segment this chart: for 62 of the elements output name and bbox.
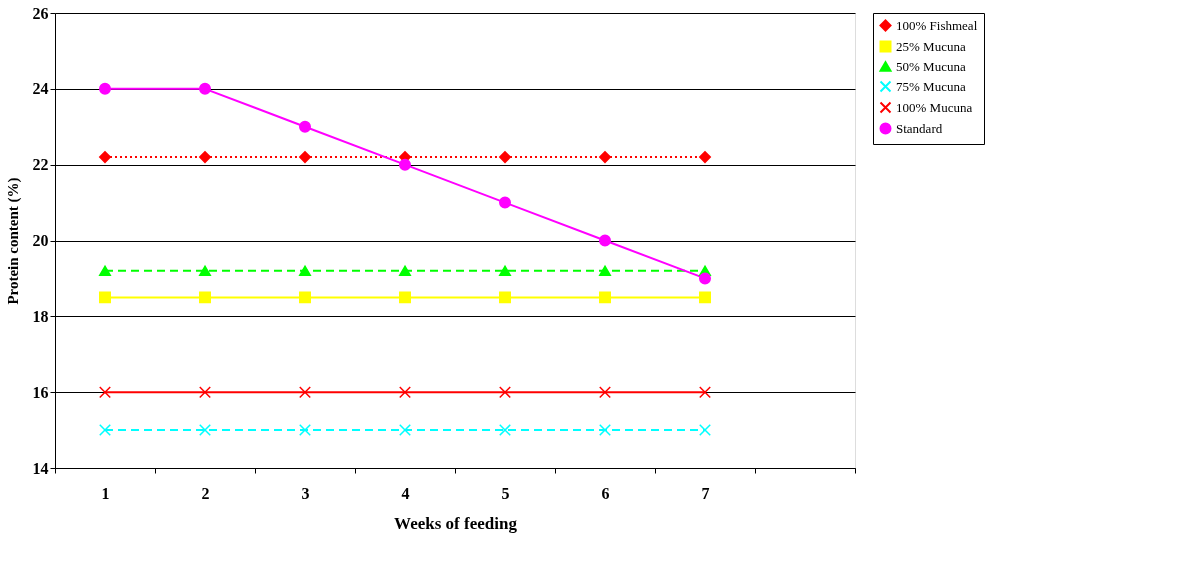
- point: [299, 265, 311, 277]
- legend-label: 100% Mucuna: [896, 99, 973, 115]
- y-tick-label: 24: [32, 80, 49, 98]
- point: [99, 386, 111, 399]
- point: [99, 82, 111, 95]
- point: [199, 151, 211, 164]
- point: [499, 196, 511, 209]
- point: [199, 82, 211, 95]
- point: [199, 291, 211, 304]
- point: [99, 151, 111, 164]
- point: [699, 291, 711, 304]
- x-tick-label: 5: [501, 484, 510, 502]
- point: [599, 424, 611, 437]
- point: [499, 386, 511, 399]
- x-tick-label: 6: [601, 484, 610, 502]
- point: [499, 265, 511, 277]
- point: [99, 291, 111, 304]
- y-tick-label: 14: [32, 459, 49, 477]
- y-tick-label: 20: [32, 232, 49, 249]
- y-tick-label: 26: [32, 4, 49, 22]
- point: [199, 386, 211, 399]
- x-tick-label: 2: [201, 484, 210, 502]
- point: [599, 234, 611, 247]
- point: [599, 151, 611, 164]
- point: [399, 265, 411, 277]
- point: [299, 424, 311, 437]
- point: [299, 151, 311, 164]
- point: [99, 265, 111, 277]
- point: [599, 265, 611, 277]
- point: [399, 386, 411, 399]
- y-tick-label: 18: [32, 307, 49, 325]
- legend-label: 25% Mucuna: [896, 38, 966, 54]
- point: [199, 265, 211, 277]
- x-tick-label: 7: [701, 484, 710, 502]
- x-tick-label: 4: [401, 484, 410, 502]
- point: [499, 151, 511, 164]
- point: [499, 291, 511, 304]
- y-axis-title: Protein content (%): [4, 177, 22, 305]
- x-tick-label: 3: [301, 484, 310, 502]
- point: [299, 120, 311, 133]
- legend-label: 50% Mucuna: [896, 58, 966, 74]
- point: [99, 424, 111, 437]
- legend-label: 100% Fishmeal: [896, 17, 978, 33]
- point: [699, 151, 711, 164]
- point: [299, 386, 311, 399]
- y-tick-label: 16: [32, 383, 49, 401]
- point: [699, 386, 711, 399]
- legend-label: Standard: [896, 120, 943, 136]
- point: [499, 424, 511, 437]
- x-axis-title: Weeks of feeding: [394, 513, 518, 533]
- point: [399, 291, 411, 304]
- point: [199, 424, 211, 437]
- y-tick-label: 22: [32, 156, 49, 174]
- point: [699, 272, 711, 285]
- point: [299, 291, 311, 304]
- point: [399, 158, 411, 171]
- legend-label: 75% Mucuna: [896, 78, 966, 94]
- point: [399, 424, 411, 437]
- point: [699, 424, 711, 437]
- point: [599, 386, 611, 399]
- x-tick-label: 1: [101, 484, 110, 502]
- point: [599, 291, 611, 304]
